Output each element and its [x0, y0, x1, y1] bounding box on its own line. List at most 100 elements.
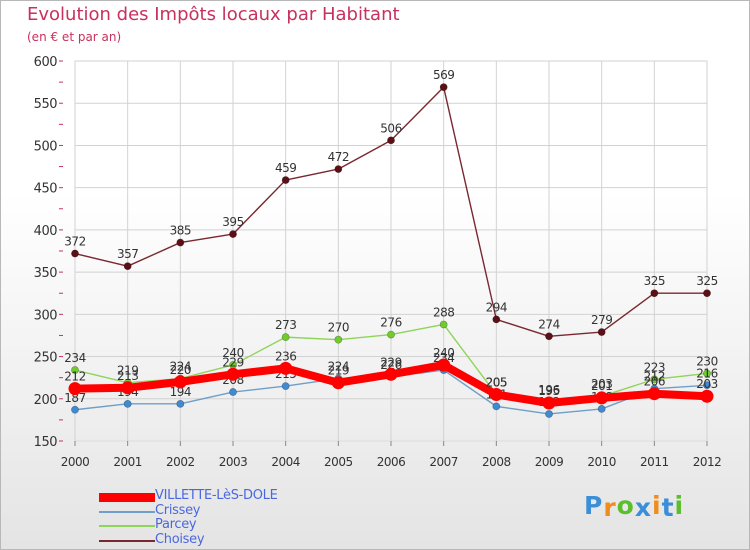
- data-point: [331, 376, 345, 390]
- legend-swatch: [99, 539, 155, 542]
- y-tick-label: 300: [34, 308, 58, 323]
- data-point: [387, 136, 395, 145]
- x-tick-label: 2004: [271, 455, 300, 469]
- logo-letter: r: [603, 493, 617, 522]
- data-label: 234: [64, 351, 85, 365]
- data-label: 270: [328, 321, 349, 335]
- data-label: 194: [170, 385, 191, 399]
- data-label: 224: [328, 360, 349, 374]
- data-label: 236: [275, 349, 296, 363]
- data-point: [439, 83, 448, 92]
- data-point: [650, 375, 659, 384]
- data-label: 187: [64, 391, 85, 405]
- x-tick-label: 2012: [693, 455, 722, 469]
- logo-letter: P: [584, 491, 604, 520]
- logo-letter: x: [634, 493, 652, 522]
- data-label: 240: [433, 346, 454, 360]
- data-label: 506: [380, 121, 401, 135]
- data-label: 240: [222, 346, 243, 360]
- data-label: 385: [170, 224, 191, 238]
- x-tick-label: 2006: [377, 455, 406, 469]
- data-label: 472: [328, 150, 349, 164]
- logo-letter: i: [652, 491, 662, 520]
- data-point: [439, 320, 448, 329]
- x-tick-label: 2003: [219, 455, 248, 469]
- data-label: 224: [170, 360, 191, 374]
- data-label: 569: [433, 68, 454, 82]
- data-label: 223: [644, 360, 665, 374]
- data-label: 205: [486, 376, 507, 390]
- x-tick-label: 2011: [640, 455, 669, 469]
- data-point: [176, 399, 185, 408]
- data-label: 372: [64, 235, 85, 249]
- logo-letter: o: [616, 491, 635, 520]
- data-point: [387, 330, 395, 339]
- data-label: 288: [433, 305, 454, 319]
- data-label: 273: [275, 318, 296, 332]
- data-label: 274: [538, 317, 559, 331]
- x-tick-label: 2002: [166, 455, 195, 469]
- y-tick-label: 450: [34, 182, 58, 197]
- data-label: 205: [486, 376, 507, 390]
- data-point: [121, 381, 135, 395]
- data-label: 294: [486, 300, 507, 314]
- data-point: [703, 289, 711, 298]
- data-point: [384, 367, 398, 381]
- data-point: [334, 165, 343, 173]
- y-tick-label: 400: [34, 224, 58, 239]
- data-point: [700, 389, 714, 403]
- logo-letter: i: [674, 491, 685, 520]
- data-label: 219: [328, 364, 349, 378]
- chart-title: Evolution des Impôts locaux par Habitant: [27, 4, 400, 25]
- data-label: 220: [170, 363, 191, 377]
- data-label: 216: [696, 366, 717, 380]
- data-label: 203: [696, 377, 717, 391]
- data-point: [123, 399, 132, 408]
- y-tick-label: 200: [34, 393, 58, 408]
- x-tick-label: 2010: [587, 455, 616, 469]
- data-point: [489, 388, 503, 402]
- data-label: 195: [538, 384, 559, 398]
- data-label: 229: [222, 355, 243, 369]
- legend-swatch: [99, 510, 155, 513]
- data-point: [647, 387, 661, 401]
- y-tick-label: 500: [34, 139, 58, 154]
- data-point: [545, 332, 553, 341]
- data-point: [492, 402, 501, 411]
- data-label: 229: [380, 355, 401, 369]
- data-label: 226: [380, 358, 401, 372]
- data-label: 459: [275, 161, 296, 175]
- data-point: [492, 315, 501, 324]
- y-tick-label: 150: [34, 435, 58, 450]
- data-point: [71, 249, 79, 258]
- data-point: [279, 361, 293, 375]
- data-label: 357: [117, 247, 138, 261]
- data-label: 196: [538, 383, 559, 397]
- y-tick-label: 250: [34, 351, 58, 366]
- data-point: [545, 410, 553, 418]
- legend-swatch: [99, 525, 155, 527]
- data-label: 206: [644, 375, 665, 389]
- data-label: 212: [64, 370, 85, 384]
- data-point: [226, 367, 240, 381]
- data-label: 230: [696, 354, 717, 368]
- data-label: 212: [644, 370, 665, 384]
- legend-label: Parcey: [155, 517, 197, 532]
- data-point: [650, 289, 659, 298]
- data-label: 279: [591, 313, 612, 327]
- data-label: 213: [117, 369, 138, 383]
- data-point: [703, 381, 711, 390]
- x-tick-label: 2001: [113, 455, 142, 469]
- x-tick-label: 2008: [482, 455, 511, 469]
- data-point: [123, 262, 132, 271]
- data-label: 325: [696, 274, 717, 288]
- data-point: [281, 176, 290, 184]
- data-point: [68, 382, 82, 396]
- x-tick-label: 2009: [535, 455, 564, 469]
- y-tick-label: 350: [34, 266, 58, 281]
- x-tick-label: 2007: [429, 455, 458, 469]
- data-label: 219: [117, 364, 138, 378]
- data-point: [173, 375, 187, 389]
